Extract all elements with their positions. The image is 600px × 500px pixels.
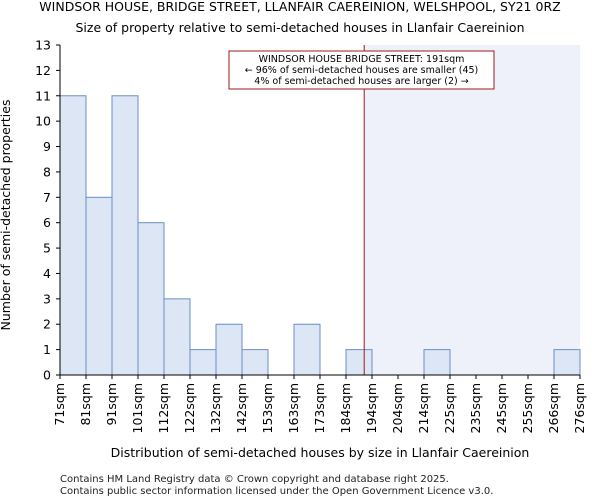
y-tick-label: 12 <box>35 63 51 78</box>
x-tick-label: 91sqm <box>104 383 119 426</box>
annotation-line-1: WINDSOR HOUSE BRIDGE STREET: 191sqm <box>259 54 465 65</box>
x-tick-label: 122sqm <box>182 383 197 433</box>
annotation-line-3: 4% of semi-detached houses are larger (2… <box>254 76 468 87</box>
x-tick-label: 235sqm <box>468 383 483 433</box>
bar-163sqm <box>293 323 321 376</box>
footer-line-1: Contains HM Land Registry data © Crown c… <box>60 474 449 485</box>
bar-132sqm <box>215 323 243 376</box>
x-tick-label: 204sqm <box>390 383 405 433</box>
y-tick-label: 7 <box>43 190 51 205</box>
y-tick-label: 0 <box>43 368 51 383</box>
y-tick-label: 10 <box>35 114 51 129</box>
bar-214sqm <box>423 349 451 376</box>
y-tick-label: 13 <box>35 38 51 53</box>
y-tick-label: 4 <box>43 266 51 281</box>
bar-266sqm <box>553 349 581 376</box>
annotation-box <box>228 50 495 90</box>
y-tick-label: 6 <box>43 215 51 230</box>
x-axis-title: Distribution of semi-detached houses by … <box>111 445 530 460</box>
y-tick-label: 5 <box>43 241 51 256</box>
bar-122sqm <box>189 349 217 376</box>
bar-81sqm <box>85 196 113 376</box>
y-tick-label: 8 <box>43 164 51 179</box>
bar-184sqm <box>345 349 373 376</box>
x-tick-label: 163sqm <box>286 383 301 433</box>
x-tick-label: 184sqm <box>338 383 353 433</box>
bar-101sqm <box>137 222 165 376</box>
x-tick-label: 225sqm <box>442 383 457 433</box>
x-tick-label: 194sqm <box>364 383 379 433</box>
bar-91sqm <box>111 95 139 376</box>
x-tick-label: 214sqm <box>416 383 431 433</box>
larger-region-highlight <box>364 45 580 375</box>
x-tick-label: 245sqm <box>494 383 509 433</box>
footer-line-2: Contains public sector information licen… <box>60 486 493 497</box>
x-tick-label: 276sqm <box>572 383 587 433</box>
y-axis-title: Number of semi-detached properties <box>0 100 13 331</box>
x-tick-label: 142sqm <box>234 383 249 433</box>
x-tick-label: 112sqm <box>156 383 171 433</box>
x-tick-label: 266sqm <box>546 383 561 433</box>
bar-142sqm <box>241 349 269 376</box>
x-tick-label: 81sqm <box>78 383 93 426</box>
chart-subtitle: Size of property relative to semi-detach… <box>75 20 524 35</box>
y-tick-label: 11 <box>35 88 51 103</box>
annotation-line-2: ← 96% of semi-detached houses are smalle… <box>245 65 479 76</box>
bar-71sqm <box>59 95 87 376</box>
x-tick-label: 101sqm <box>130 383 145 433</box>
chart-title: WINDSOR HOUSE, BRIDGE STREET, LLANFAIR C… <box>39 0 560 14</box>
y-tick-label: 2 <box>43 317 51 332</box>
y-tick-label: 9 <box>43 139 51 154</box>
x-tick-label: 153sqm <box>260 383 275 433</box>
x-tick-label: 132sqm <box>208 383 223 433</box>
y-tick-label: 3 <box>43 291 51 306</box>
y-tick-label: 1 <box>43 342 51 357</box>
x-tick-label: 173sqm <box>312 383 327 433</box>
x-tick-label: 255sqm <box>520 383 535 433</box>
x-tick-label: 71sqm <box>52 383 67 426</box>
bar-112sqm <box>163 298 191 376</box>
